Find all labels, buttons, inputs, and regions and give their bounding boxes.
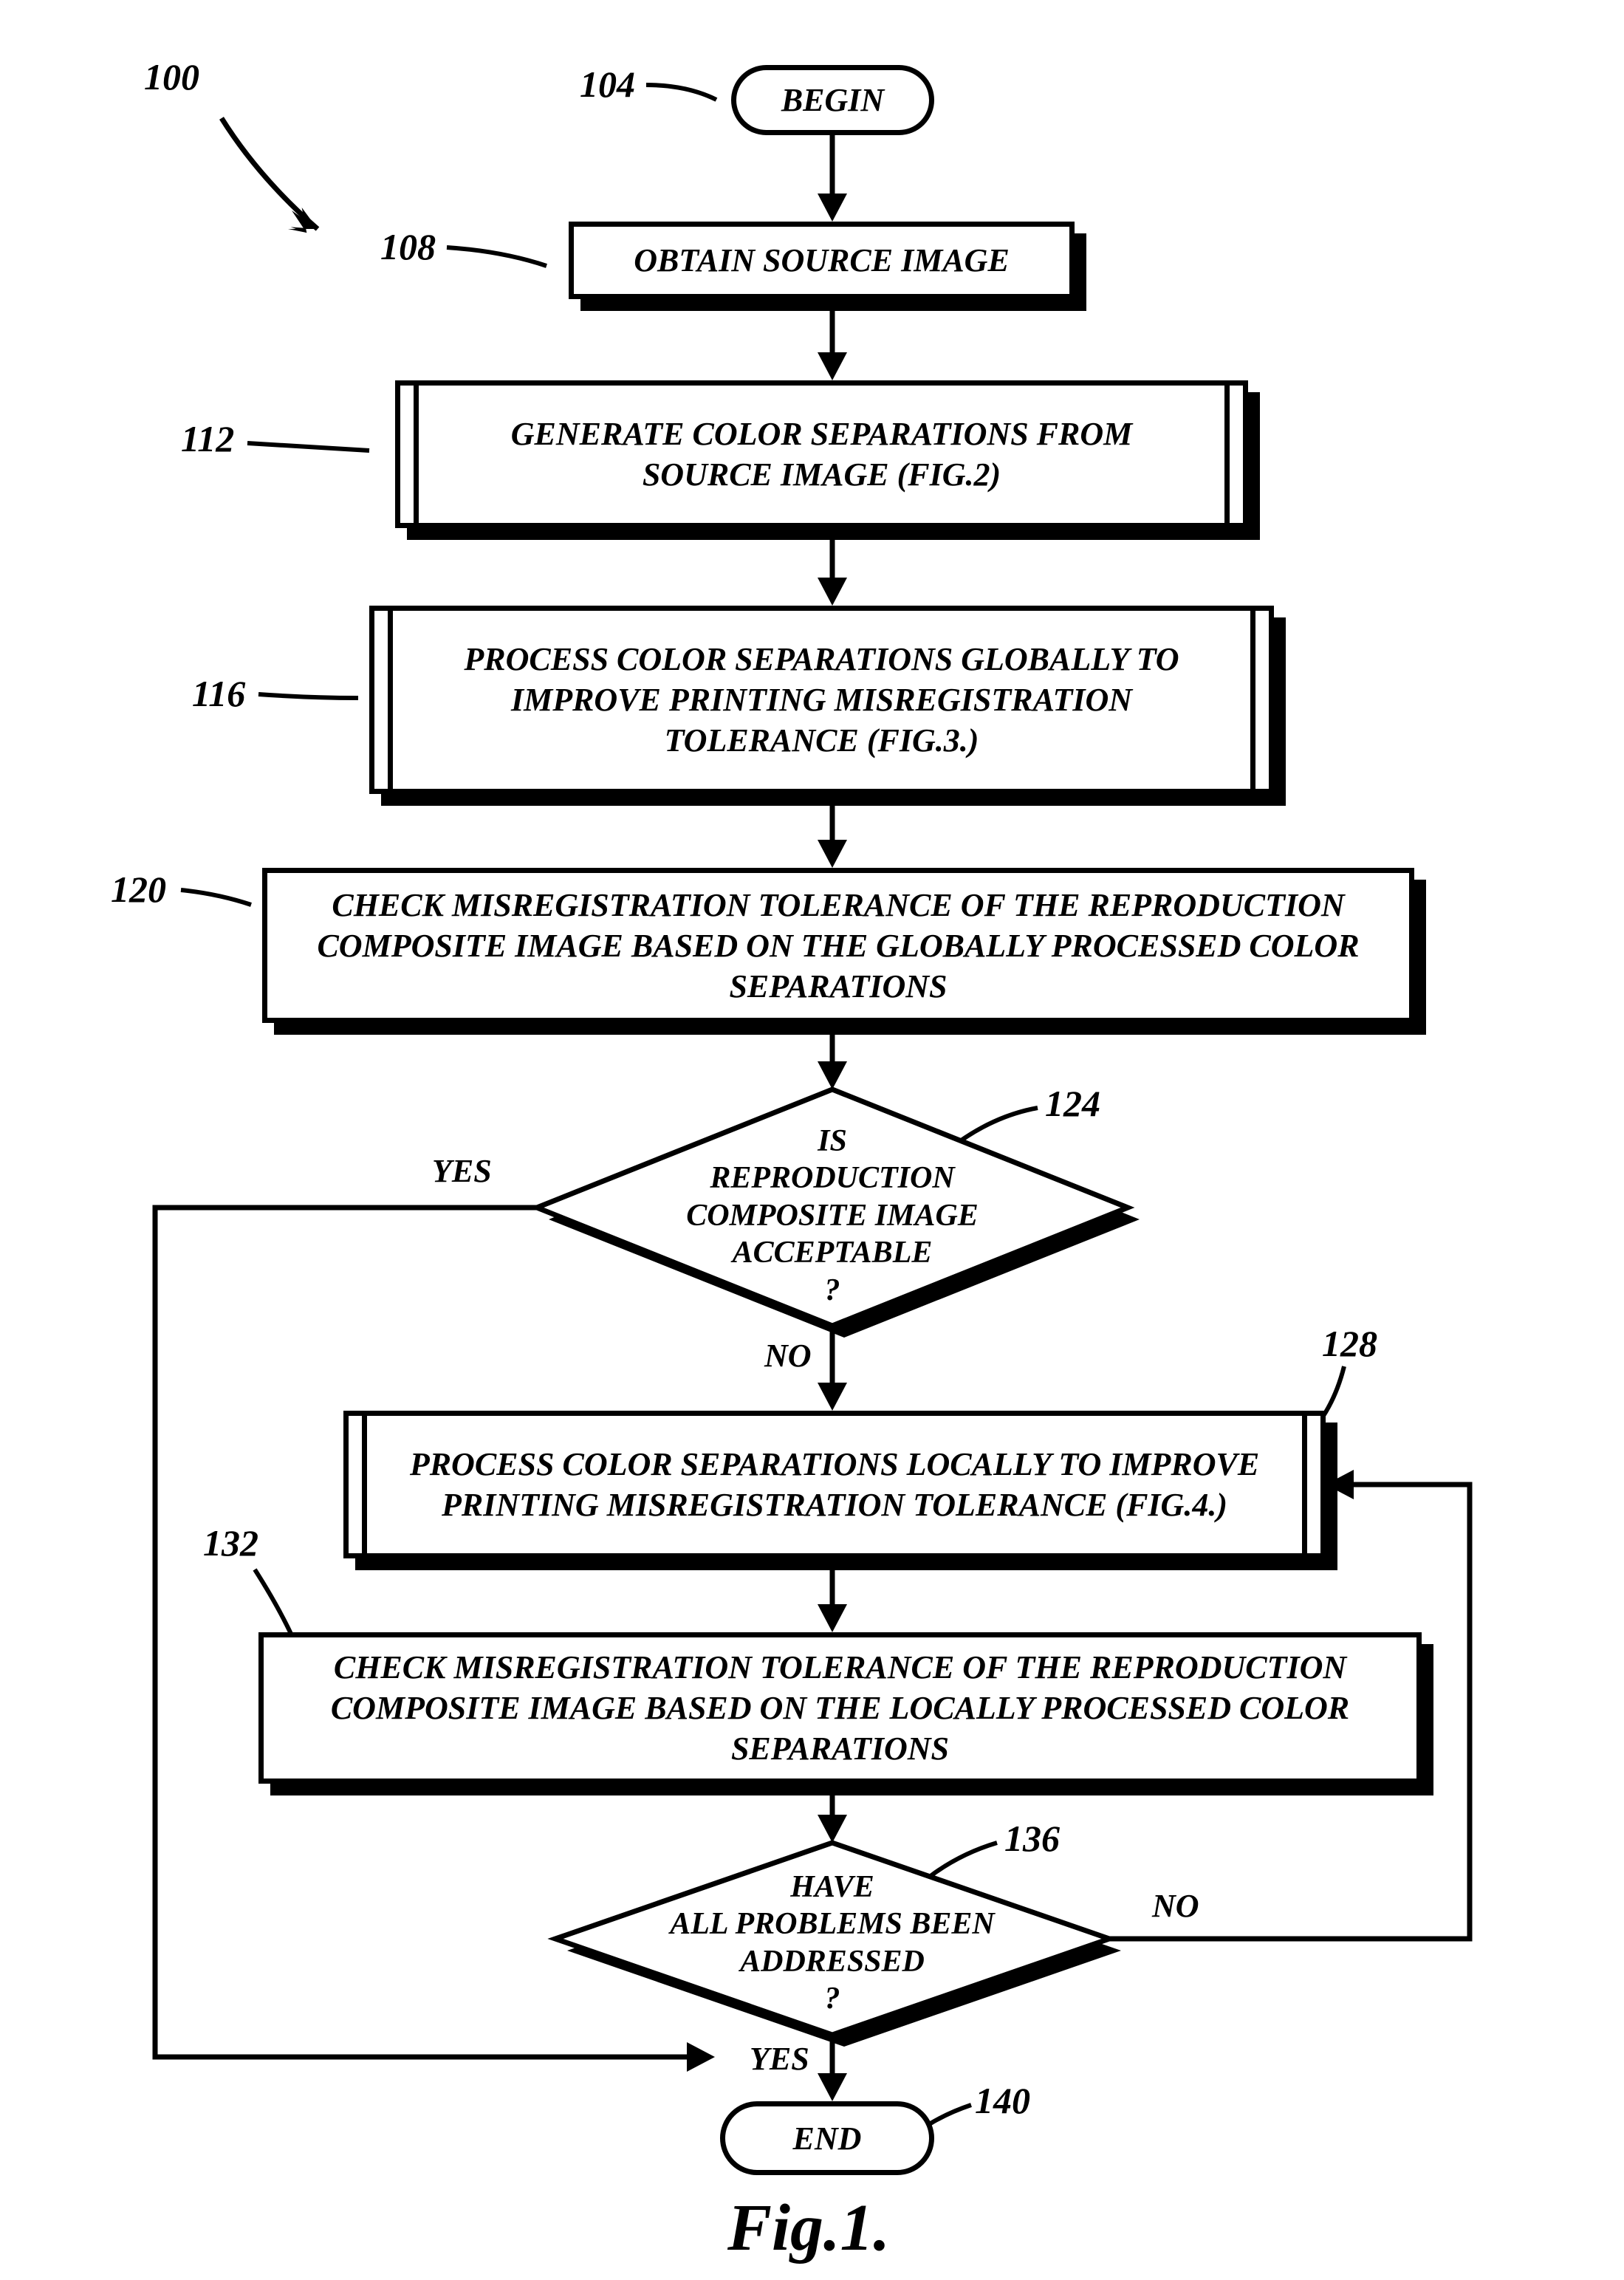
ref-140-leader: [0, 0, 1624, 2280]
flowchart-canvas: 100 104 BEGIN 108 OBTAIN SOURCE IMAGE 11…: [0, 0, 1624, 2280]
end-text: END: [725, 2118, 929, 2159]
terminator-end: END: [720, 2101, 934, 2175]
figure-label: Fig.1.: [727, 2190, 890, 2266]
